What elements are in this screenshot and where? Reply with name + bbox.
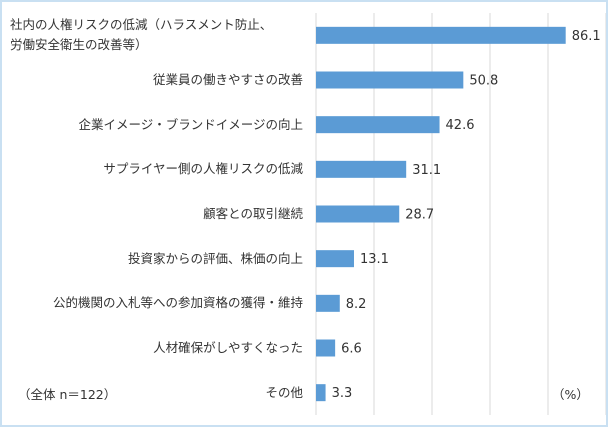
bar xyxy=(316,294,340,312)
bar xyxy=(316,384,326,402)
bar xyxy=(316,71,464,89)
value-label: 28.7 xyxy=(405,208,434,223)
bar xyxy=(316,160,407,178)
bar xyxy=(316,250,354,268)
bar xyxy=(316,339,336,357)
category-label: 投資家からの評価、株価の向上 xyxy=(127,250,303,266)
value-label: 50.8 xyxy=(469,74,498,89)
category-label: その他 xyxy=(265,384,303,400)
category-label: 企業イメージ・ブランドイメージの向上 xyxy=(78,116,303,132)
value-label: 31.1 xyxy=(412,163,441,178)
value-label: 42.6 xyxy=(446,118,475,133)
value-label: 6.6 xyxy=(341,342,362,357)
annotation: （全体 n＝122） xyxy=(18,386,117,402)
bar xyxy=(316,116,440,134)
category-label: 公的機関の入札等への参加資格の獲得・維持 xyxy=(52,295,303,311)
bar xyxy=(316,26,566,44)
category-label: 社内の人権リスクの低減（ハラスメント防止、 労働安全衛生の改善等） xyxy=(10,17,273,53)
category-label: サプライヤー側の人権リスクの低減 xyxy=(103,161,303,177)
value-label: 8.2 xyxy=(346,297,367,312)
bar xyxy=(316,205,400,223)
category-label: 人材確保がしやすくなった xyxy=(153,340,303,355)
category-label: 従業員の働きやすさの改善 xyxy=(152,72,303,87)
category-label: 顧客との取引継続 xyxy=(203,206,303,221)
annotation: （%） xyxy=(552,386,589,402)
value-label: 3.3 xyxy=(332,386,353,401)
value-label: 13.1 xyxy=(360,252,389,267)
value-label: 86.1 xyxy=(572,29,601,44)
